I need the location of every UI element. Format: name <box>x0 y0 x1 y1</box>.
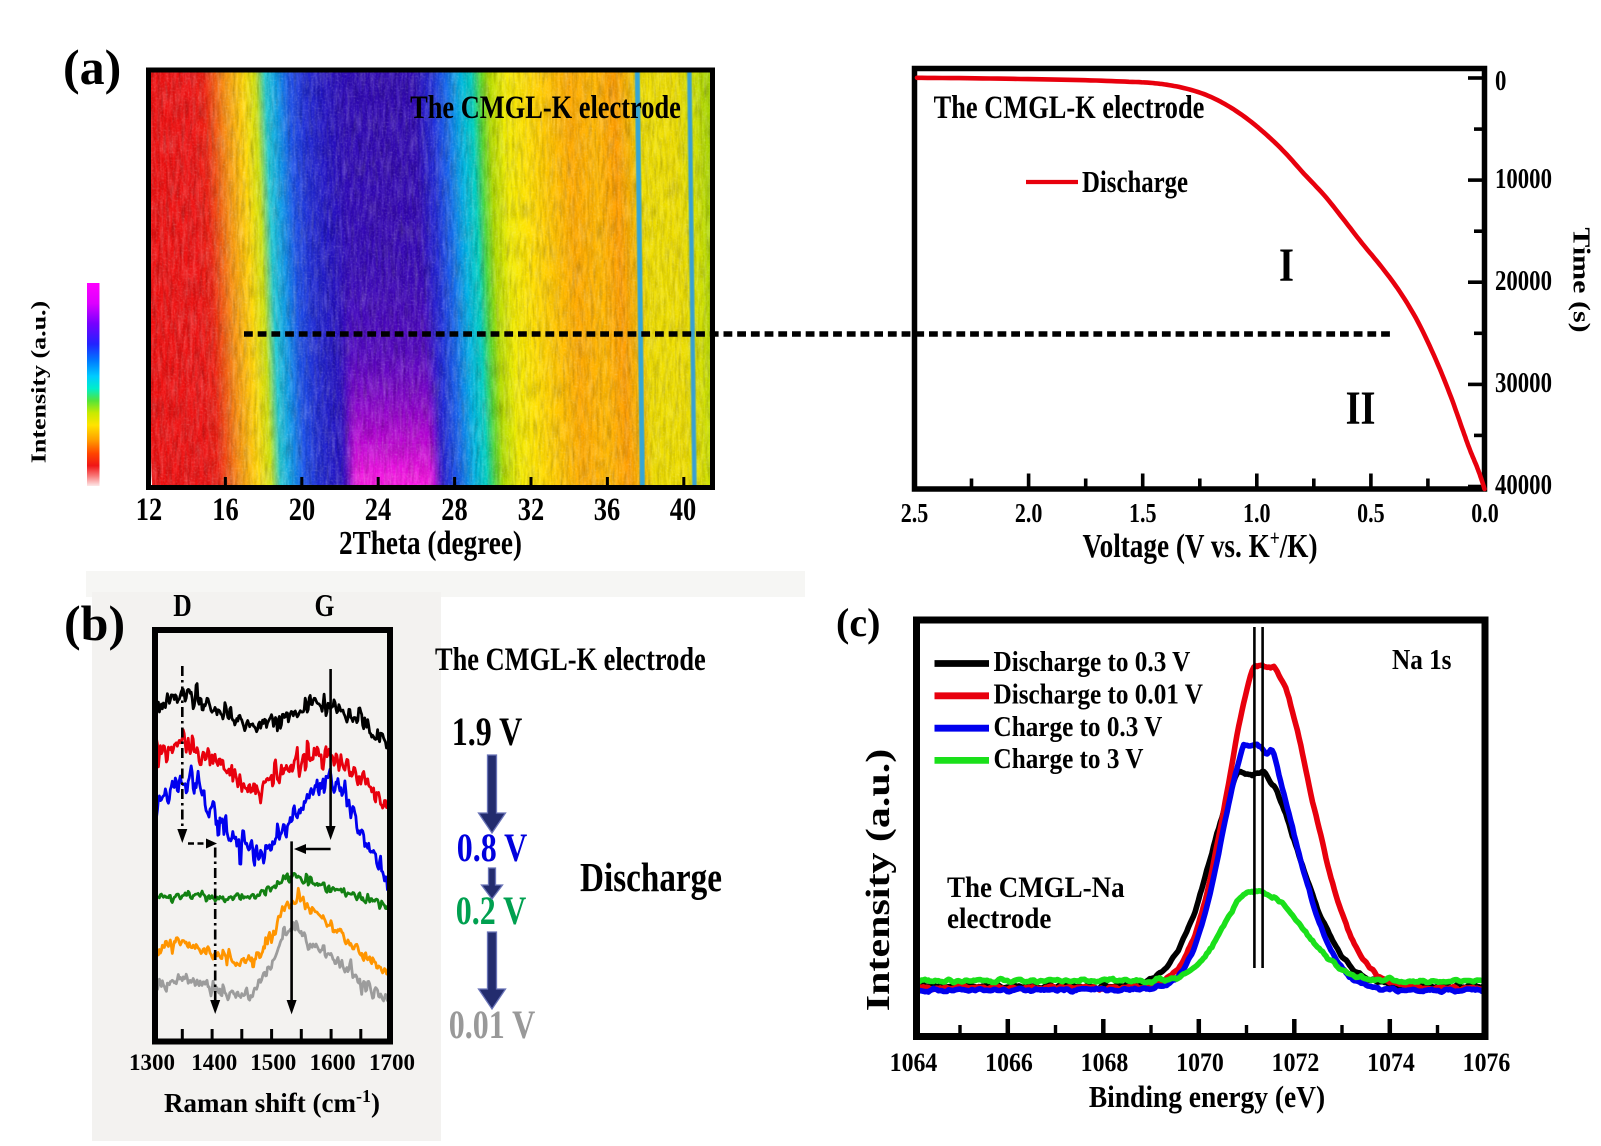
svg-text:Charge to 0.3 V: Charge to 0.3 V <box>994 711 1163 743</box>
svg-text:(b): (b) <box>64 595 125 651</box>
svg-text:24: 24 <box>365 491 391 527</box>
svg-text:12: 12 <box>136 491 162 527</box>
svg-text:Charge to 3 V: Charge to 3 V <box>994 743 1144 775</box>
svg-text:D: D <box>173 588 191 623</box>
svg-text:1300: 1300 <box>129 1050 175 1075</box>
svg-text:electrode: electrode <box>947 903 1051 936</box>
svg-text:I: I <box>1279 239 1294 292</box>
svg-text:40000: 40000 <box>1495 469 1552 501</box>
svg-text:1700: 1700 <box>369 1050 415 1075</box>
svg-text:G: G <box>315 588 335 623</box>
svg-text:Intensity (a.u.): Intensity (a.u.) <box>28 301 51 463</box>
svg-text:2.0: 2.0 <box>1015 499 1042 529</box>
svg-text:Discharge to 0.3 V: Discharge to 0.3 V <box>994 646 1191 678</box>
svg-text:30000: 30000 <box>1495 367 1552 399</box>
svg-text:2Theta (degree): 2Theta (degree) <box>339 524 522 562</box>
svg-text:1072: 1072 <box>1272 1049 1320 1077</box>
svg-text:Raman shift (cm-1): Raman shift (cm-1) <box>164 1086 380 1118</box>
svg-text:The CMGL-Na: The CMGL-Na <box>947 872 1125 905</box>
svg-text:Discharge: Discharge <box>1082 165 1188 199</box>
svg-text:0.0: 0.0 <box>1471 499 1498 529</box>
svg-text:1600: 1600 <box>310 1050 356 1075</box>
svg-text:28: 28 <box>441 491 467 527</box>
svg-text:Voltage (V vs. K+/K): Voltage (V vs. K+/K) <box>1082 526 1317 565</box>
svg-text:1500: 1500 <box>250 1050 296 1075</box>
svg-text:Intensity (a.u.): Intensity (a.u.) <box>860 749 897 1011</box>
svg-text:1070: 1070 <box>1176 1049 1224 1077</box>
svg-text:1.5: 1.5 <box>1129 499 1156 529</box>
svg-text:16: 16 <box>212 491 238 527</box>
svg-text:1076: 1076 <box>1463 1049 1511 1077</box>
svg-text:The CMGL-K electrode: The CMGL-K electrode <box>435 641 706 677</box>
svg-text:2.5: 2.5 <box>901 499 928 529</box>
svg-text:The CMGL-K electrode: The CMGL-K electrode <box>410 89 681 125</box>
svg-text:0: 0 <box>1495 65 1506 97</box>
svg-text:Discharge to 0.01 V: Discharge to 0.01 V <box>994 678 1203 710</box>
svg-text:1068: 1068 <box>1081 1049 1129 1077</box>
svg-text:10000: 10000 <box>1495 163 1552 195</box>
svg-text:36: 36 <box>594 491 620 527</box>
svg-text:1.0: 1.0 <box>1243 499 1270 529</box>
svg-text:1064: 1064 <box>890 1049 938 1077</box>
svg-text:Binding energy (eV): Binding energy (eV) <box>1089 1081 1325 1115</box>
svg-text:1400: 1400 <box>191 1050 237 1075</box>
svg-text:Na 1s: Na 1s <box>1392 644 1451 676</box>
svg-text:(c): (c) <box>836 600 880 645</box>
svg-text:II: II <box>1346 382 1376 435</box>
svg-text:1074: 1074 <box>1367 1049 1415 1077</box>
svg-text:40: 40 <box>670 491 696 527</box>
svg-text:The CMGL-K electrode: The CMGL-K electrode <box>934 89 1205 125</box>
svg-text:20: 20 <box>289 491 315 527</box>
svg-text:Time (s): Time (s) <box>1568 227 1595 332</box>
svg-text:(a): (a) <box>63 39 121 95</box>
svg-text:32: 32 <box>518 491 544 527</box>
svg-text:1.9 V: 1.9 V <box>452 710 523 754</box>
svg-text:1066: 1066 <box>985 1049 1033 1077</box>
svg-text:Discharge: Discharge <box>580 856 722 901</box>
svg-text:0.5: 0.5 <box>1357 499 1384 529</box>
svg-text:20000: 20000 <box>1495 265 1552 297</box>
